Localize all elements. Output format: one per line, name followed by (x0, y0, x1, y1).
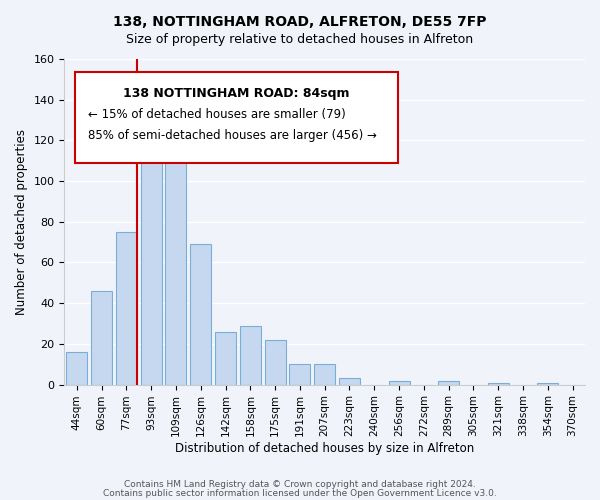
Bar (339, 378, 360, 384)
Text: Contains public sector information licensed under the Open Government Licence v3: Contains public sector information licen… (103, 488, 497, 498)
Bar (166, 134, 187, 384)
Bar (488, 382, 509, 384)
Text: 85% of semi-detached houses are larger (456) →: 85% of semi-detached houses are larger (… (88, 129, 377, 142)
X-axis label: Distribution of detached houses by size in Alfreton: Distribution of detached houses by size … (175, 442, 475, 455)
Bar (438, 380, 459, 384)
Text: ← 15% of detached houses are smaller (79): ← 15% of detached houses are smaller (79… (88, 108, 346, 121)
Bar (265, 340, 286, 384)
Y-axis label: Number of detached properties: Number of detached properties (15, 129, 28, 315)
Text: 138 NOTTINGHAM ROAD: 84sqm: 138 NOTTINGHAM ROAD: 84sqm (123, 86, 349, 100)
Text: Contains HM Land Registry data © Crown copyright and database right 2024.: Contains HM Land Registry data © Crown c… (124, 480, 476, 489)
Bar (66, 352, 88, 384)
Bar (215, 332, 236, 384)
Bar (314, 364, 335, 384)
Bar (91, 291, 112, 384)
Bar (389, 380, 410, 384)
Bar (190, 244, 211, 384)
Bar (240, 326, 261, 384)
FancyBboxPatch shape (75, 72, 398, 163)
Text: 138, NOTTINGHAM ROAD, ALFRETON, DE55 7FP: 138, NOTTINGHAM ROAD, ALFRETON, DE55 7FP (113, 15, 487, 29)
Bar (537, 382, 559, 384)
Text: Size of property relative to detached houses in Alfreton: Size of property relative to detached ho… (127, 32, 473, 46)
Bar (116, 232, 137, 384)
Bar (289, 364, 310, 384)
Bar (140, 154, 162, 384)
